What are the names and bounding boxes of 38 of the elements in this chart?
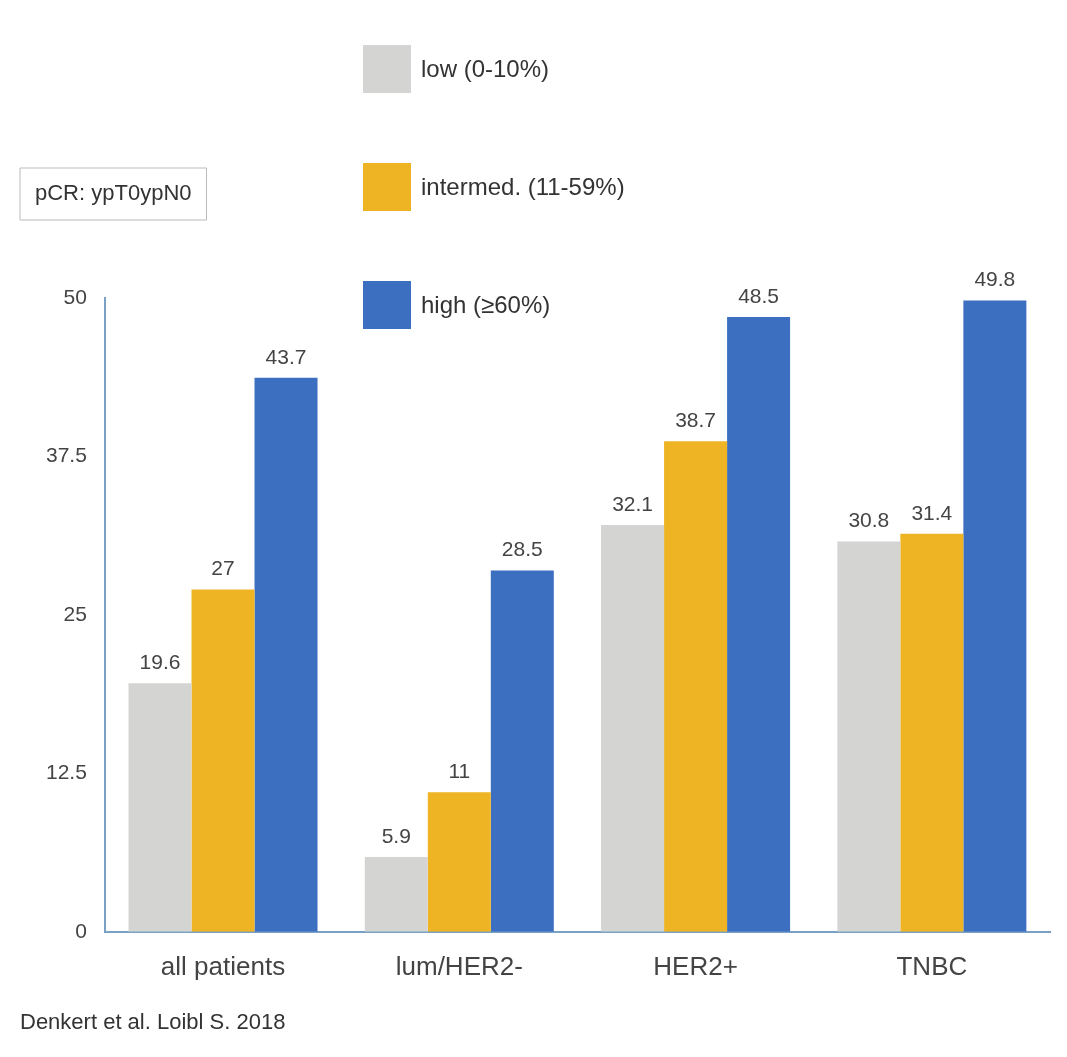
data-label: 32.1 <box>612 491 654 515</box>
text: pCR: ypT0ypN0 <box>35 180 192 206</box>
y-tick-label: 0 <box>75 918 87 942</box>
bar <box>727 317 791 932</box>
data-label: 30.8 <box>848 508 890 532</box>
x-tick-label: lum/HER2- <box>395 950 523 981</box>
bar <box>664 441 728 932</box>
data-label: 43.7 <box>265 344 307 368</box>
legend-label: low (0-10%) <box>421 55 550 83</box>
bar <box>963 300 1027 932</box>
x-tick-label: all patients <box>160 950 286 981</box>
y-tick-label: 37.5 <box>46 443 87 467</box>
y-tick-label: 50 <box>63 284 87 308</box>
data-label: 48.5 <box>738 283 780 307</box>
y-tick-label: 12.5 <box>46 760 87 784</box>
legend-label: high (≥60%) <box>421 291 551 319</box>
y-tick-label: 25 <box>63 601 87 625</box>
bar <box>900 533 964 932</box>
bar <box>601 524 665 932</box>
bar <box>837 541 901 932</box>
data-label: 5.9 <box>381 823 411 847</box>
data-label: 38.7 <box>675 408 717 432</box>
bar <box>364 857 428 932</box>
data-label: 19.6 <box>139 650 181 674</box>
legend-label: intermed. (11-59%) <box>421 173 625 201</box>
bar <box>254 377 318 932</box>
x-tick-label: HER2+ <box>653 950 738 981</box>
data-label: 31.4 <box>911 500 953 524</box>
data-label: 49.8 <box>974 267 1016 291</box>
bar <box>191 589 255 932</box>
bar <box>427 792 491 932</box>
bar <box>128 683 192 932</box>
data-label: 27 <box>211 556 235 580</box>
bar <box>490 570 554 932</box>
data-label: 11 <box>448 759 471 783</box>
text: Denkert et al. Loibl S. 2018 <box>20 1009 286 1035</box>
x-tick-label: TNBC <box>896 950 968 981</box>
data-label: 28.5 <box>501 537 543 561</box>
